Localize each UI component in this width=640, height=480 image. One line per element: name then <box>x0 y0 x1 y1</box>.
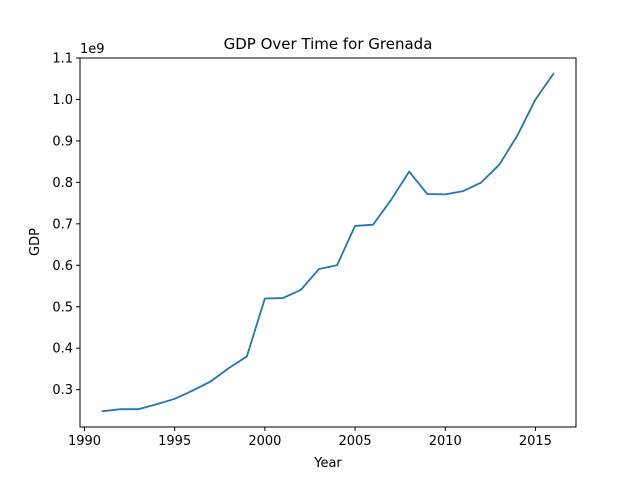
x-tick-label: 2000 <box>248 434 281 449</box>
y-tick-label: 0.3 <box>52 383 73 398</box>
plot-frame <box>79 57 577 428</box>
y-tick-label: 0.9 <box>52 134 73 149</box>
y-tick-label: 1.1 <box>52 52 73 67</box>
y-scale-label: 1e9 <box>80 42 105 57</box>
x-tick-label: 2015 <box>519 434 552 449</box>
x-tick-label: 1990 <box>68 434 101 449</box>
x-tick-label: 1995 <box>158 434 191 449</box>
y-tick-label: 0.5 <box>52 300 73 315</box>
x-tick-label: 2010 <box>429 434 462 449</box>
y-tick-label: 0.4 <box>52 342 73 357</box>
gdp-series-line <box>101 72 555 413</box>
y-tick-label: 0.6 <box>52 259 73 274</box>
y-axis-title: GDP <box>28 228 43 256</box>
y-tick-label: 1.0 <box>52 93 73 108</box>
axis-ticks: 1990 1995 2000 2005 2010 2015 0.3 0.4 0.5 0.6 0.7 0… <box>52 52 552 450</box>
y-tick-label: 0.8 <box>52 176 73 191</box>
x-tick-label: 2005 <box>339 434 372 449</box>
x-axis-title: Year <box>313 456 342 471</box>
chart-title: GDP Over Time for Grenada <box>224 35 433 53</box>
y-tick-label: 0.7 <box>52 217 73 232</box>
